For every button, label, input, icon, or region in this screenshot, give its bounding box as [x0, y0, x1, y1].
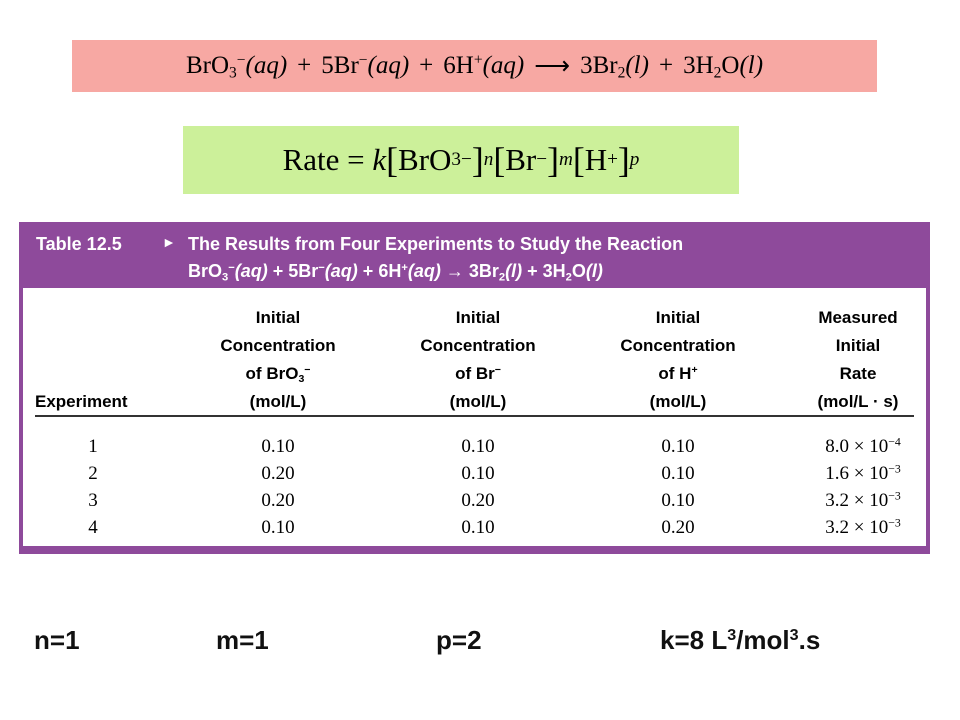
- cell-rate: 3.2 × 10−3: [825, 489, 901, 511]
- eq-h: 6H+(aq): [443, 51, 525, 79]
- cell-br: 0.10: [461, 436, 495, 457]
- cell-rate: 8.0 × 10−4: [825, 435, 901, 457]
- cell-bro3: 0.20: [261, 463, 295, 484]
- cell-experiment: 2: [88, 463, 98, 484]
- result-n: n=1: [34, 625, 80, 655]
- cell-bro3: 0.10: [261, 517, 295, 538]
- cell-experiment: 4: [88, 517, 98, 538]
- eq-bro3: BrO3−(aq): [185, 51, 288, 82]
- cell-br: 0.20: [461, 490, 495, 511]
- result-k: k=8 L3/mol3.s: [660, 625, 821, 655]
- cell-rate: 3.2 × 10−3: [825, 516, 901, 538]
- cell-h: 0.10: [661, 463, 695, 484]
- triangle-marker-icon: ►: [162, 234, 176, 250]
- result-m: m=1: [216, 625, 269, 655]
- cell-h: 0.10: [661, 436, 695, 457]
- table-body: Experiment Initial Concentration of BrO3…: [23, 288, 926, 546]
- eq-br: 5Br−(aq): [321, 51, 410, 79]
- cell-bro3: 0.20: [261, 490, 295, 511]
- rate-law: Rate = k[BrO 3−] n[Br −] m[H +] p: [183, 126, 739, 194]
- eq-plus: +: [419, 52, 434, 79]
- col-header-rate: Measured Initial Rate (mol/L · s): [817, 308, 899, 411]
- table-label: Table 12.5: [36, 234, 122, 254]
- cell-br: 0.10: [461, 463, 495, 484]
- cell-br: 0.10: [461, 517, 495, 538]
- reaction-arrow: ⟶: [534, 53, 571, 80]
- rate-constant: k: [372, 142, 387, 177]
- col-header-experiment: Experiment: [35, 392, 128, 411]
- table-title: The Results from Four Experiments to Stu…: [188, 234, 684, 254]
- balanced-equation: BrO3−(aq) + 5Br−(aq) + 6H+(aq) ⟶ 3Br2(l)…: [72, 40, 877, 92]
- eq-h2o: 3H2O(l): [683, 52, 764, 82]
- cell-h: 0.20: [661, 517, 695, 538]
- rate-prefix: Rate =: [282, 142, 365, 177]
- col-header-bro3: Initial Concentration of BrO3− (mol/L): [220, 308, 336, 411]
- eq-plus: +: [658, 52, 674, 79]
- cell-experiment: 3: [88, 490, 98, 511]
- col-header-h: Initial Concentration of H+ (mol/L): [620, 308, 736, 411]
- cell-experiment: 1: [88, 436, 98, 457]
- cell-bro3: 0.10: [261, 436, 295, 457]
- header-divider: [35, 415, 914, 417]
- result-p: p=2: [436, 625, 482, 655]
- table-header: Table 12.5 ► The Results from Four Exper…: [23, 226, 926, 288]
- cell-rate: 1.6 × 10−3: [825, 462, 901, 484]
- table-title-equation: BrO3−(aq) + 5Br−(aq) + 6H+(aq) → 3Br2(l)…: [188, 261, 603, 284]
- results-line: n=1 m=1 p=2 k=8 L3/mol3.s: [0, 625, 960, 665]
- cell-h: 0.10: [661, 490, 695, 511]
- col-header-br: Initial Concentration of Br− (mol/L): [420, 308, 536, 411]
- eq-br2: 3Br2(l): [580, 52, 649, 82]
- data-table: Table 12.5 ► The Results from Four Exper…: [19, 222, 930, 554]
- eq-plus: +: [297, 52, 312, 79]
